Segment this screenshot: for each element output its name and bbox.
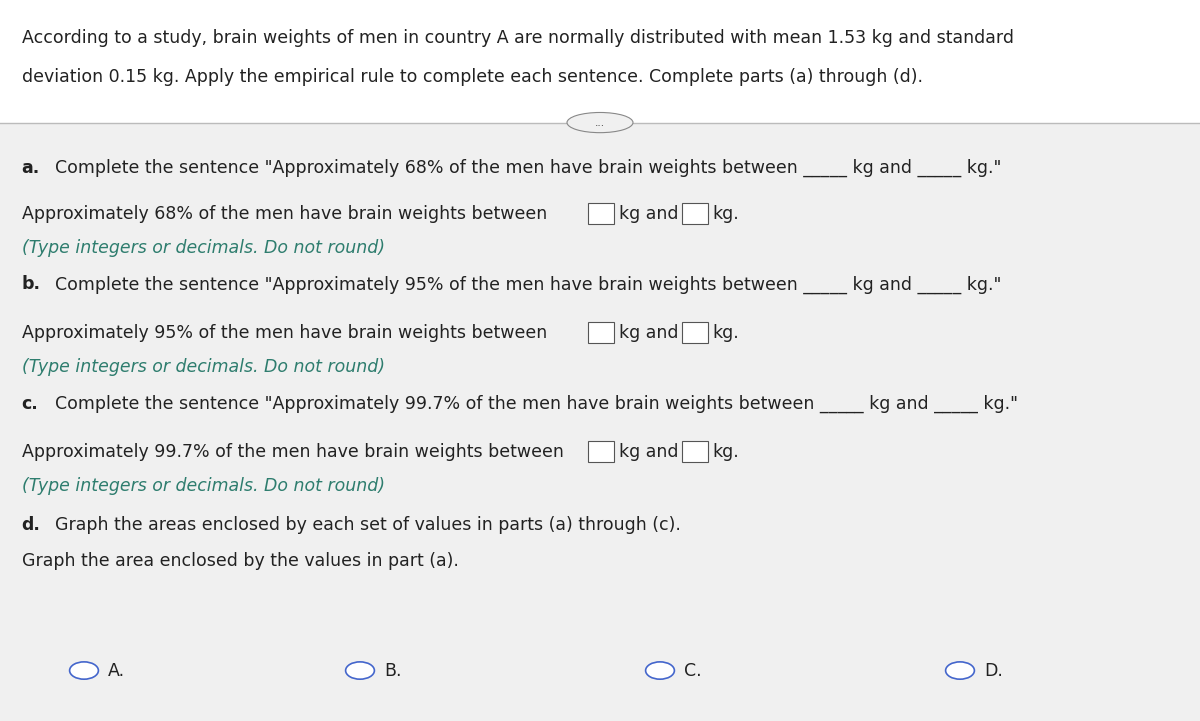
Text: (Type integers or decimals. Do not round): (Type integers or decimals. Do not round…: [22, 477, 385, 495]
Text: (Type integers or decimals. Do not round): (Type integers or decimals. Do not round…: [22, 358, 385, 376]
FancyBboxPatch shape: [682, 322, 708, 343]
FancyBboxPatch shape: [682, 441, 708, 462]
Text: Graph the areas enclosed by each set of values in parts (a) through (c).: Graph the areas enclosed by each set of …: [55, 516, 682, 534]
Text: kg.: kg.: [713, 205, 739, 224]
Text: ...: ...: [595, 118, 605, 128]
Circle shape: [70, 662, 98, 679]
Text: kg and: kg and: [619, 324, 679, 342]
Text: kg and: kg and: [619, 205, 679, 224]
FancyBboxPatch shape: [588, 441, 614, 462]
Text: Approximately 95% of the men have brain weights between: Approximately 95% of the men have brain …: [22, 324, 547, 342]
Text: Graph the area enclosed by the values in part (a).: Graph the area enclosed by the values in…: [22, 552, 458, 570]
FancyBboxPatch shape: [0, 0, 1200, 123]
FancyBboxPatch shape: [0, 123, 1200, 721]
Text: Approximately 68% of the men have brain weights between: Approximately 68% of the men have brain …: [22, 205, 547, 224]
Text: According to a study, brain weights of men in country A are normally distributed: According to a study, brain weights of m…: [22, 29, 1014, 47]
Text: b.: b.: [22, 275, 41, 293]
Text: A.: A.: [108, 662, 125, 679]
Text: a.: a.: [22, 159, 40, 177]
Circle shape: [346, 662, 374, 679]
FancyBboxPatch shape: [588, 322, 614, 343]
Text: kg.: kg.: [713, 443, 739, 461]
Text: C.: C.: [684, 662, 702, 679]
Text: Complete the sentence "Approximately 99.7% of the men have brain weights between: Complete the sentence "Approximately 99.…: [55, 395, 1019, 413]
FancyBboxPatch shape: [682, 203, 708, 224]
Text: d.: d.: [22, 516, 41, 534]
Text: kg and: kg and: [619, 443, 679, 461]
Circle shape: [646, 662, 674, 679]
Text: kg.: kg.: [713, 324, 739, 342]
Text: D.: D.: [984, 662, 1003, 679]
Text: Complete the sentence "Approximately 68% of the men have brain weights between _: Complete the sentence "Approximately 68%…: [55, 159, 1002, 177]
Text: deviation 0.15 kg. Apply the empirical rule to complete each sentence. Complete : deviation 0.15 kg. Apply the empirical r…: [22, 68, 923, 87]
Text: c.: c.: [22, 395, 38, 413]
Text: (Type integers or decimals. Do not round): (Type integers or decimals. Do not round…: [22, 239, 385, 257]
FancyBboxPatch shape: [588, 203, 614, 224]
Ellipse shape: [568, 112, 634, 133]
Text: Approximately 99.7% of the men have brain weights between: Approximately 99.7% of the men have brai…: [22, 443, 564, 461]
Text: B.: B.: [384, 662, 402, 679]
Text: Complete the sentence "Approximately 95% of the men have brain weights between _: Complete the sentence "Approximately 95%…: [55, 275, 1002, 293]
Circle shape: [946, 662, 974, 679]
